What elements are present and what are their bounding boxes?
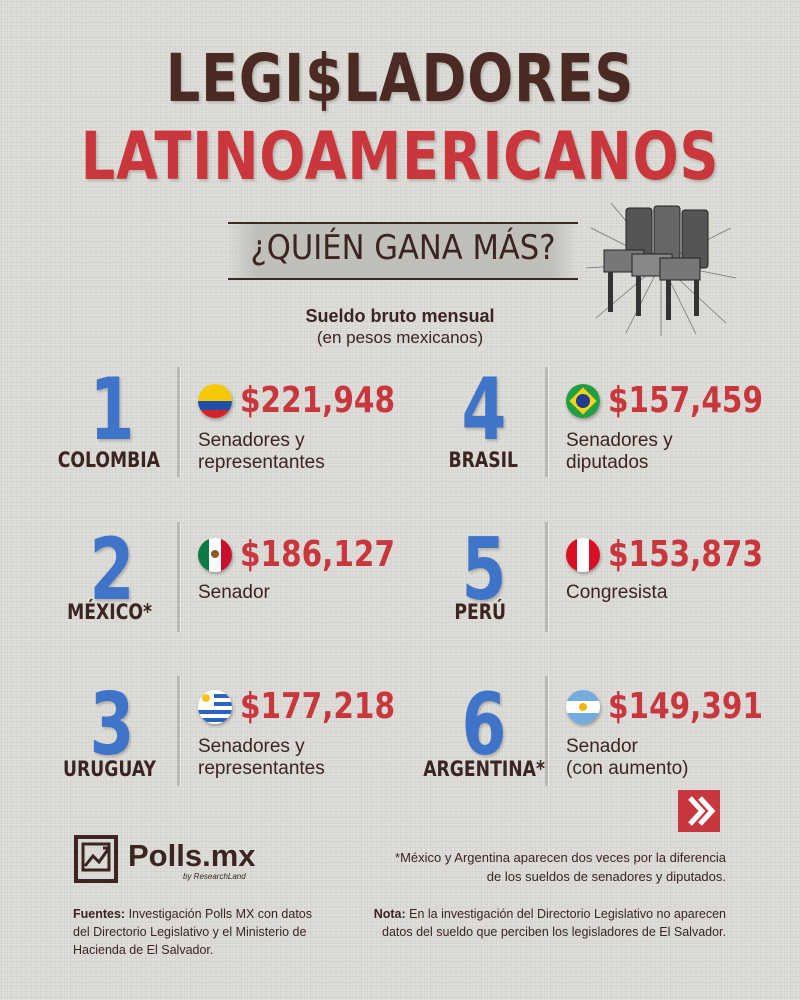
- role-label: Senador (con aumento): [566, 736, 766, 780]
- role-line-1: Senador: [198, 582, 270, 603]
- asterisk-note: *México y Argentina aparecen dos veces p…: [348, 848, 726, 886]
- role-line-1: Senadores y: [198, 430, 305, 451]
- salary-amount: $157,459: [608, 380, 764, 421]
- divider: [177, 367, 180, 477]
- salary-amount: $221,948: [240, 380, 396, 421]
- nota-text: En la investigación del Directorio Legis…: [382, 907, 726, 939]
- role-line-2: representantes: [198, 758, 325, 779]
- subtitle-band: [228, 222, 578, 280]
- nota-note: Nota: En la investigación del Directorio…: [360, 905, 726, 941]
- sources-text: Investigación Polls MX con datos del Dir…: [73, 907, 313, 957]
- role-label: Senadores y representantes: [198, 736, 398, 780]
- salary-amount: $186,127: [240, 534, 396, 575]
- unit-label: Sueldo bruto mensual: [305, 306, 495, 326]
- country-name: URUGUAY: [63, 757, 157, 781]
- asterisk-note-line-1: *México y Argentina aparecen dos veces p…: [395, 850, 726, 865]
- sources-note: Fuentes: Investigación Polls MX con dato…: [73, 905, 323, 959]
- salary-amount: $153,873: [608, 534, 764, 575]
- divider: [545, 676, 548, 786]
- chairs-illustration-icon: [586, 202, 736, 336]
- role-line-1: Senadores y: [198, 736, 305, 757]
- colombia-flag-icon: [198, 384, 232, 418]
- divider: [177, 676, 180, 786]
- polls-logo-icon: [74, 835, 118, 883]
- role-label: Senadores y representantes: [198, 430, 398, 474]
- nota-label: Nota:: [373, 907, 406, 921]
- rank-number: 6: [461, 675, 507, 775]
- sources-label: Fuentes:: [73, 907, 126, 921]
- rank-number: 1: [89, 360, 135, 460]
- role-line-2: diputados: [566, 452, 649, 473]
- country-name: ARGENTINA*: [423, 757, 545, 781]
- peru-flag-icon: [566, 538, 600, 572]
- divider: [177, 522, 180, 632]
- divider: [545, 522, 548, 632]
- mexico-flag-icon: [198, 538, 232, 572]
- asterisk-note-line-2: de los sueldos de senadores y diputados.: [486, 869, 726, 884]
- country-name: BRASIL: [448, 448, 518, 472]
- role-label: Congresista: [566, 582, 766, 604]
- country-name: PERÚ: [454, 600, 506, 624]
- brand-subtitle: by ResearchLand: [183, 872, 246, 881]
- country-name: MÉXICO*: [67, 600, 152, 624]
- role-line-2: (con aumento): [566, 758, 689, 779]
- title-line-2: LATINOAMERICANOS: [80, 118, 720, 195]
- subtitle: ¿QUIÉN GANA MÁS?: [250, 228, 556, 268]
- rank-number: 2: [89, 520, 135, 620]
- rank-number: 5: [461, 520, 507, 620]
- unit-sublabel: (en pesos mexicanos): [316, 328, 484, 347]
- role-line-1: Senadores y: [566, 430, 673, 451]
- rank-number: 4: [461, 360, 507, 460]
- title-line-1: LEGI$LADORES: [165, 40, 635, 117]
- uruguay-flag-icon: [198, 690, 232, 724]
- country-name: COLOMBIA: [57, 448, 160, 472]
- role-label: Senador: [198, 582, 398, 604]
- brand-name: Polls.mx: [128, 838, 256, 873]
- rank-number: 3: [89, 675, 135, 775]
- role-label: Senadores y diputados: [566, 430, 766, 474]
- role-line-1: Senador: [566, 736, 638, 757]
- divider: [545, 367, 548, 477]
- next-arrow-icon[interactable]: [678, 790, 720, 832]
- salary-amount: $149,391: [608, 686, 764, 727]
- argentina-flag-icon: [566, 690, 600, 724]
- salary-amount: $177,218: [240, 686, 396, 727]
- role-line-1: Congresista: [566, 582, 668, 603]
- role-line-2: representantes: [198, 452, 325, 473]
- brazil-flag-icon: [566, 384, 600, 418]
